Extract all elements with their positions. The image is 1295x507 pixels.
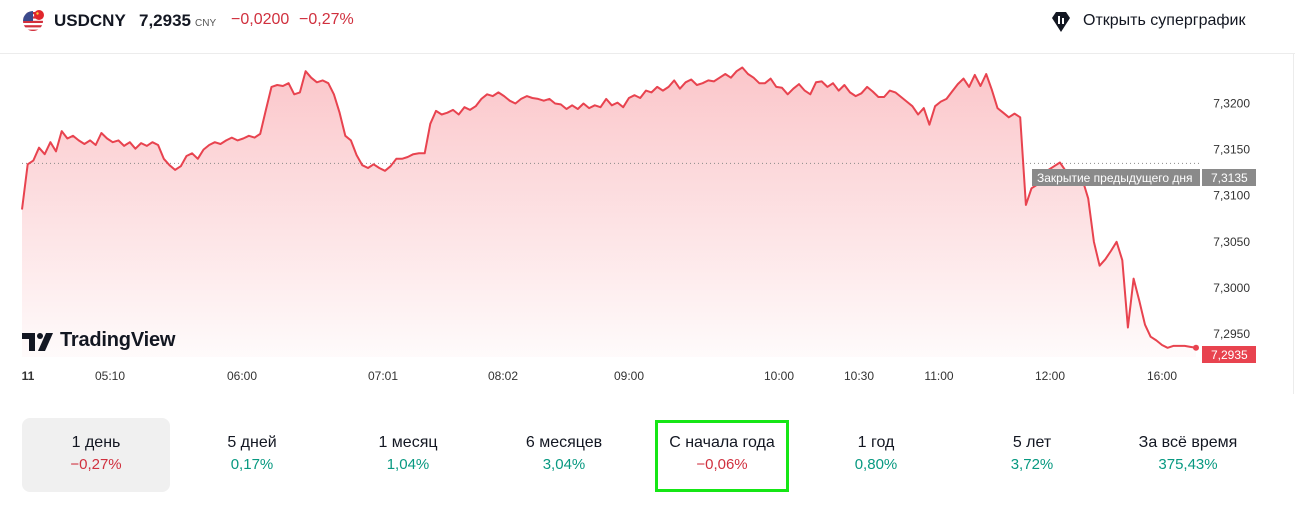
x-tick-label: 12:00 (1035, 369, 1065, 383)
last-price-dot (1193, 344, 1199, 351)
x-tick-label: 06:00 (227, 369, 257, 383)
period-tabs: 1 день −0,27% 5 дней 0,17% 1 месяц 1,04% 6 … (22, 418, 1272, 492)
price-change: −0,0200 (231, 11, 290, 28)
period-tab-1y[interactable]: 1 год 0,80% (802, 418, 950, 492)
x-tick-label: 05:10 (95, 369, 125, 383)
price-chart[interactable]: 7,3200 7,3150 7,3100 7,3050 7,3000 7,2950 11 0… (0, 0, 1295, 400)
period-value: −0,27% (70, 456, 122, 473)
symbol-name: USDCNY (54, 11, 126, 30)
period-value: 3,04% (542, 456, 586, 473)
x-tick-label: 09:00 (614, 369, 644, 383)
tradingview-wordmark: TradingView (60, 329, 176, 351)
x-tick-label: 10:30 (844, 369, 874, 383)
price-area-fill (22, 67, 1196, 357)
previous-close-label-bg (1032, 169, 1200, 186)
supergraph-icon[interactable] (1049, 10, 1073, 34)
x-axis: 11 05:10 06:00 07:01 08:02 09:00 10:00 10:30 11:… (22, 369, 1178, 383)
x-tick-label: 10:00 (764, 369, 794, 383)
period-tab-1m[interactable]: 1 месяц 1,04% (334, 418, 482, 492)
y-tick-label: 7,3150 (1213, 143, 1250, 157)
open-supergraph-link[interactable]: Открыть суперграфик (1083, 12, 1246, 29)
currency-code: CNY (195, 18, 217, 29)
chart-right-border (1293, 54, 1294, 394)
y-tick-label: 7,3100 (1213, 189, 1250, 203)
period-label: 5 дней (227, 434, 277, 451)
previous-close-tag: Закрытие предыдущего дня 7,3135 (1032, 169, 1256, 186)
period-label: 5 лет (1012, 434, 1052, 451)
x-tick-label: 07:01 (368, 369, 398, 383)
x-tick-label: 16:00 (1147, 369, 1177, 383)
period-value: 0,80% (854, 456, 898, 473)
us-china-flag-icon (23, 10, 44, 31)
period-tab-5d[interactable]: 5 дней 0,17% (178, 418, 326, 492)
last-price-tag: 7,2935 (1202, 346, 1256, 363)
y-tick-label: 7,3200 (1213, 96, 1250, 110)
period-value: 0,17% (230, 456, 274, 473)
symbol-header: USDCNY 7,2935 CNY −0,0200 −0,27% Открыть… (0, 0, 1295, 44)
period-tab-all[interactable]: За всё время 375,43% (1114, 418, 1262, 492)
period-value: 375,43% (1158, 456, 1218, 473)
price-change-percent: −0,27% (299, 11, 354, 28)
last-price-label: 7,2935 (1211, 348, 1248, 362)
previous-close-value: 7,3135 (1211, 171, 1248, 185)
last-price-label-bg (1202, 346, 1256, 363)
period-label: 6 месяцев (525, 434, 603, 451)
tradingview-icon (22, 333, 53, 351)
period-label: 1 месяц (378, 434, 438, 451)
header-divider (0, 53, 1295, 54)
period-tab-5y[interactable]: 5 лет 3,72% (958, 418, 1106, 492)
y-tick-label: 7,3050 (1213, 235, 1250, 249)
period-value: 3,72% (1010, 456, 1054, 473)
y-tick-label: 7,2950 (1213, 327, 1250, 341)
period-tab-ytd[interactable]: С начала года −0,06% (655, 420, 789, 492)
y-tick-label: 7,3000 (1213, 281, 1250, 295)
period-tab-6m[interactable]: 6 месяцев 3,04% (490, 418, 638, 492)
y-axis: 7,3200 7,3150 7,3100 7,3050 7,3000 7,2950 (1213, 96, 1250, 340)
period-label: 1 день (71, 434, 121, 451)
period-tab-1d[interactable]: 1 день −0,27% (22, 418, 170, 492)
period-label: За всё время (1138, 434, 1238, 451)
previous-close-value-bg (1202, 169, 1256, 186)
price-series-line (21, 66, 1197, 349)
previous-close-label: Закрытие предыдущего дня (1037, 171, 1193, 185)
period-label: 1 год (857, 434, 895, 451)
period-value: 1,04% (386, 456, 430, 473)
x-tick-label: 11 (22, 369, 35, 383)
last-price: 7,2935 (139, 11, 191, 30)
period-label: С начала года (669, 434, 775, 451)
period-value: −0,06% (696, 456, 748, 473)
x-tick-label: 11:00 (924, 369, 953, 383)
x-tick-label: 08:02 (488, 369, 518, 383)
